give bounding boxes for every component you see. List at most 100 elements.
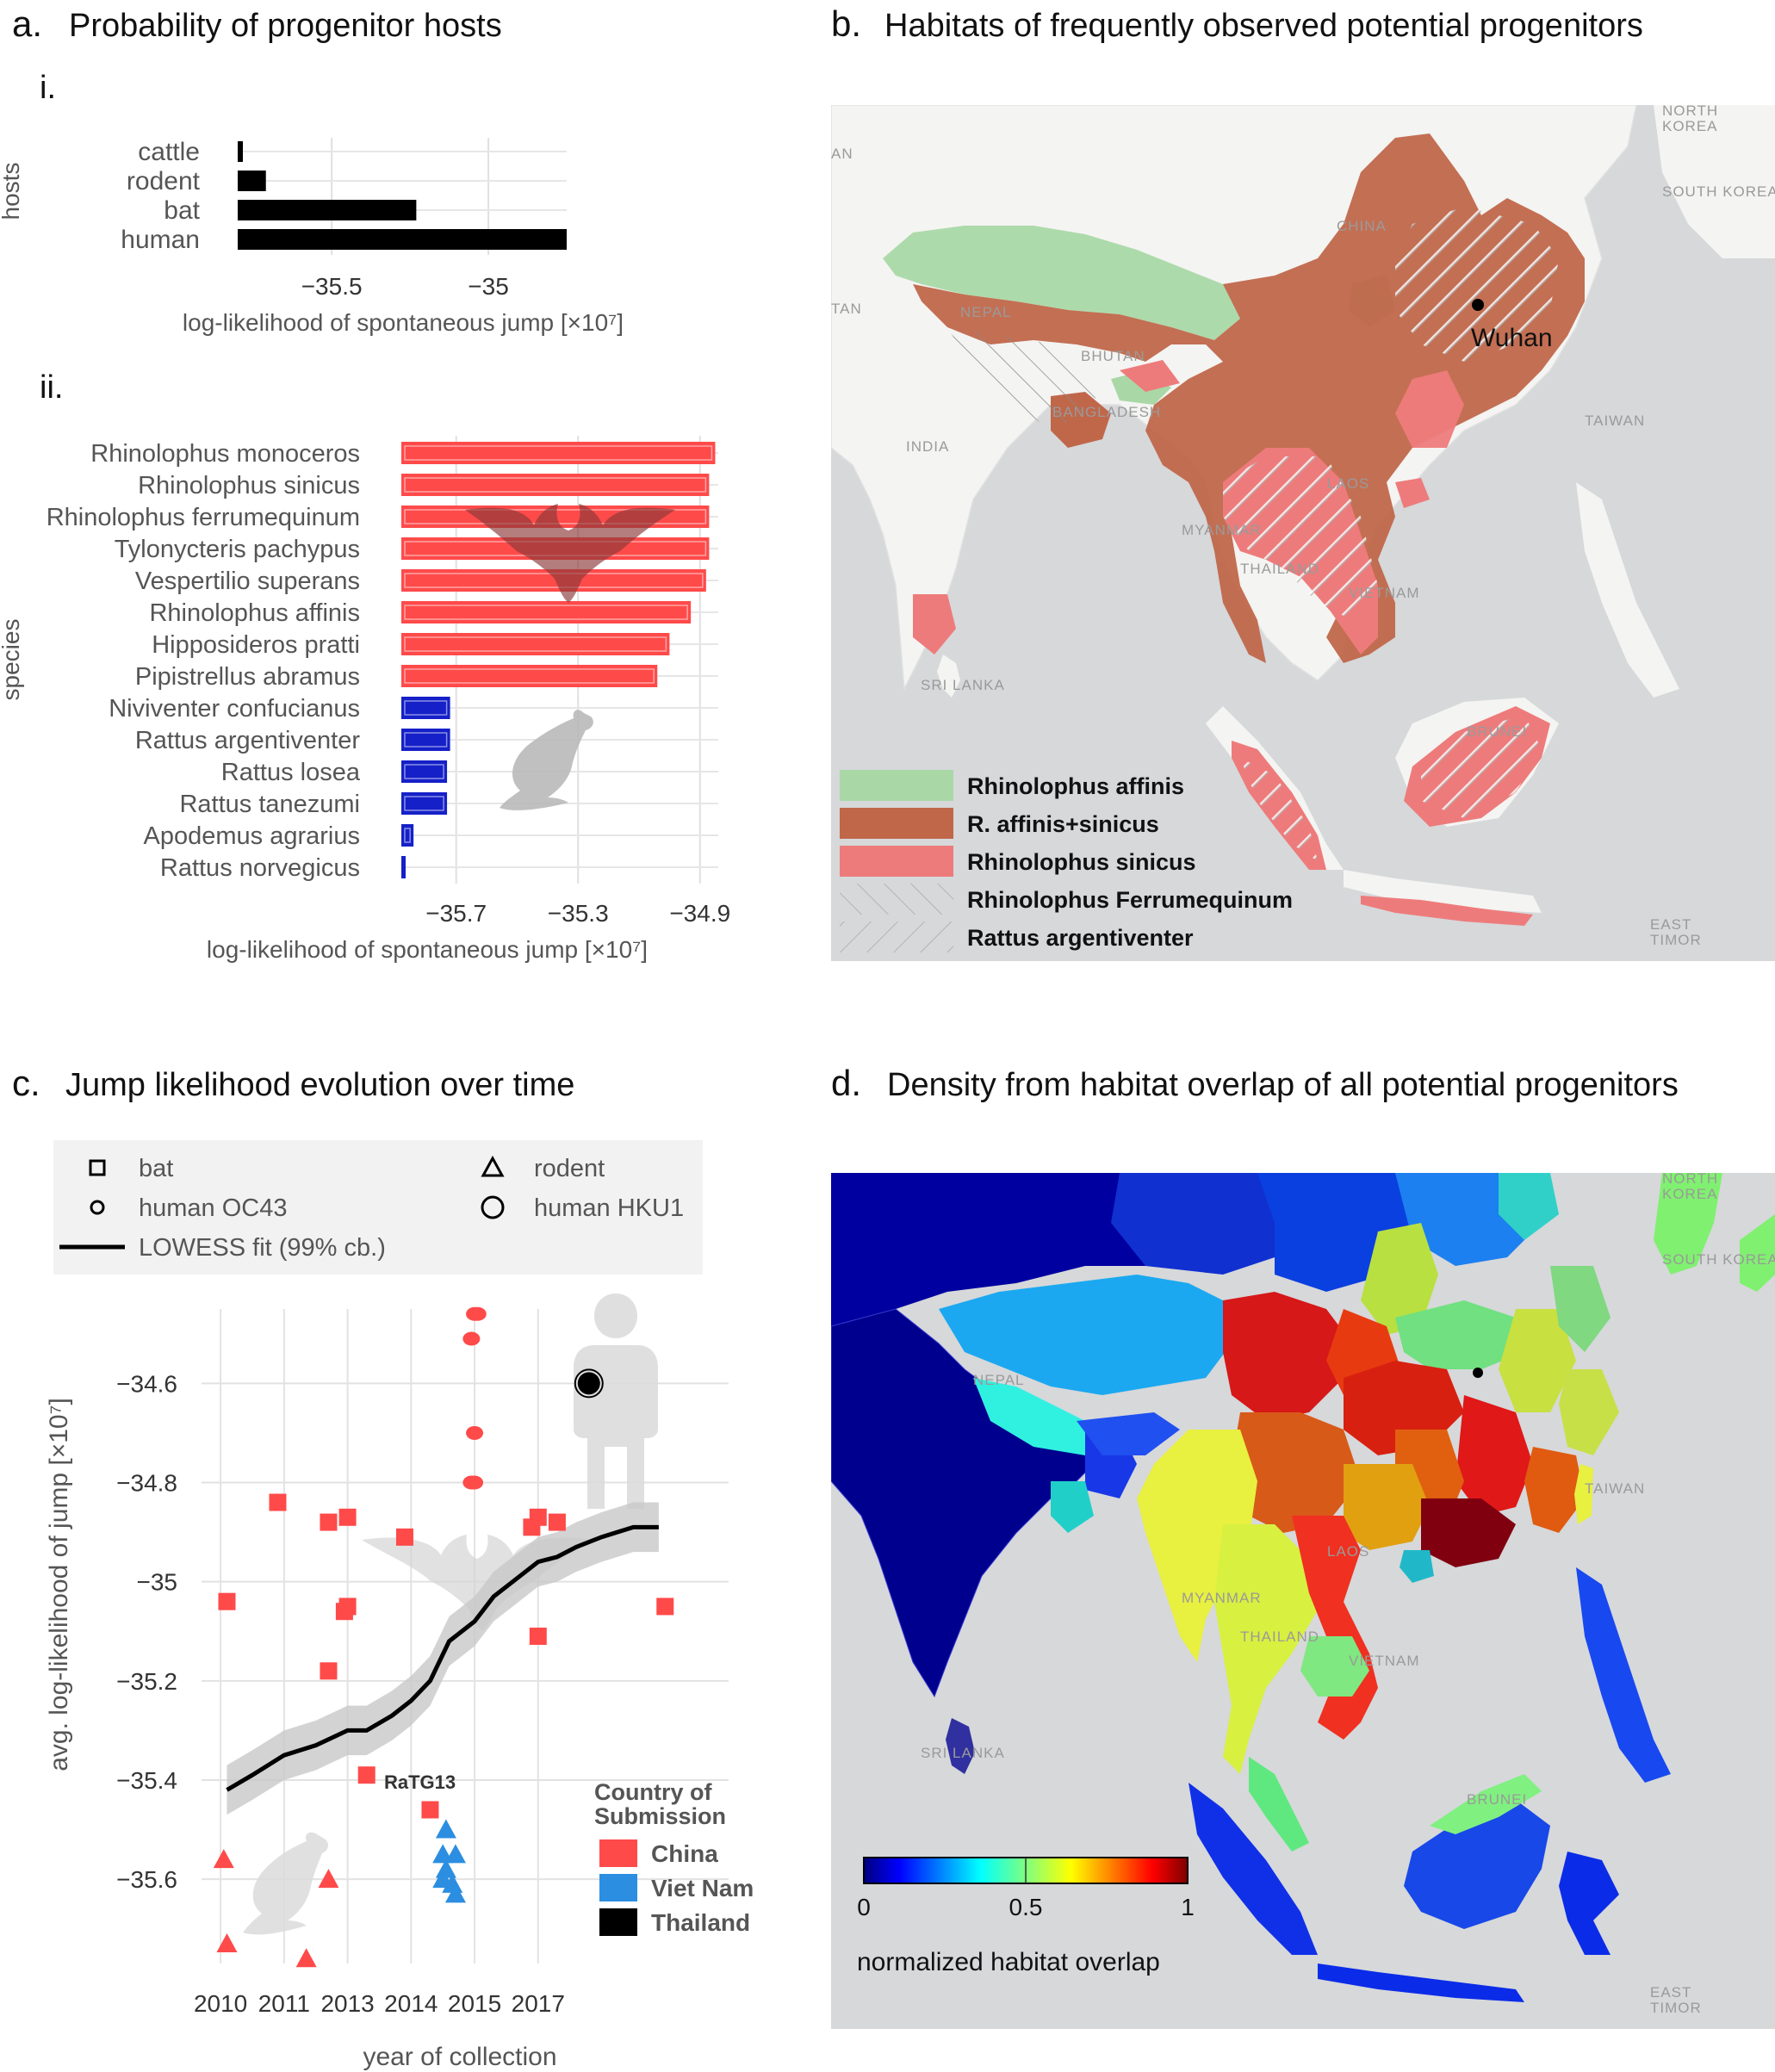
y-tick-c: −35.4 <box>116 1767 177 1794</box>
point-bat <box>320 1662 338 1680</box>
point-bat <box>320 1513 338 1531</box>
y-tick-c: −35.2 <box>116 1668 177 1695</box>
map-d-region-korea <box>1654 1173 1722 1275</box>
map-b-land-srilanka <box>937 654 960 698</box>
category-label-rhinolophus-sinicus: Rhinolophus sinicus <box>138 472 360 499</box>
bar-human <box>238 229 567 250</box>
bars-a-ii <box>401 442 716 878</box>
map-d-label-myanmar: MYANMAR <box>1182 1590 1262 1606</box>
region-r-affinis <box>883 226 1240 340</box>
bar-pipistrellus-abramus <box>401 665 658 687</box>
map-b-label-north: NORTH <box>1662 102 1718 119</box>
map-d-label-east: EAST <box>1650 1984 1691 2001</box>
bar-rattus-tanezumi <box>401 792 448 815</box>
point-rodent <box>444 1844 466 1864</box>
point-bat <box>395 1528 413 1546</box>
map-d-region-sumatra <box>1189 1783 1318 1955</box>
country-swatch-thailand <box>599 1908 637 1936</box>
point-rodent <box>444 1883 466 1903</box>
ratg13-annotation: RaTG13 <box>384 1771 456 1793</box>
bar-bat <box>238 200 417 220</box>
panel-a-letter: a. <box>12 3 42 44</box>
bar-rodent <box>238 171 266 191</box>
point-bat <box>529 1508 547 1526</box>
map-b-label-nepal: NEPAL <box>960 304 1012 320</box>
map-d-region-sichuan <box>1223 1292 1352 1421</box>
legend-marker-hku1 <box>481 1195 505 1219</box>
legend-label-r-affinis-sinicus: R. affinis+sinicus <box>967 811 1159 837</box>
legend-swatch-rattus-argentiventer <box>840 921 953 952</box>
map-d-region-zhejiang <box>1559 1369 1619 1455</box>
map-d-region-philippines <box>1576 1567 1671 1783</box>
map-b-label-south-korea: SOUTH KOREA <box>1662 183 1775 200</box>
map-d-label-north: NORTH <box>1662 1170 1718 1187</box>
point-human-oc43 <box>469 1306 487 1321</box>
x-tick-a-i: −35.5 <box>301 273 363 300</box>
category-label-rhinolophus-ferrumequinum: Rhinolophus ferrumequinum <box>47 504 360 531</box>
hatch-argentiventer-china <box>1395 207 1559 362</box>
point-human-oc43 <box>462 1331 481 1346</box>
bar-rhinolophus-monoceros <box>401 442 716 464</box>
map-d-region-fujian <box>1524 1447 1585 1533</box>
map-d-region-bhutan-area <box>1077 1412 1180 1455</box>
bar-inner-rattus-losea <box>404 764 444 779</box>
point-human-hku1-ring <box>574 1368 604 1399</box>
colorbar-max: 1 <box>1181 1894 1195 1920</box>
legend-label-rattus-argentiventer: Rattus argentiventer <box>967 925 1194 951</box>
grid-a-ii <box>401 436 718 884</box>
tick-labels-c: 2010 2011 2013 2014 2015 2017 −34.6 −34.8 −35 −35… <box>116 1370 565 2017</box>
bar-inner-hipposideros-pratti <box>404 636 667 652</box>
colorbar-min: 0 <box>857 1894 871 1920</box>
map-d-region-north <box>831 1173 1206 1326</box>
map-b-land-korea <box>1654 105 1775 258</box>
legend-marker-rodent <box>481 1155 505 1177</box>
map-b-label-india: INDIA <box>906 438 949 455</box>
bat-silhouette <box>465 504 675 603</box>
country-legend-title-1: Country of <box>594 1779 712 1805</box>
map-d-label-nepal: NEPAL <box>973 1372 1025 1388</box>
panel-b-heading: Habitats of frequently observed potentia… <box>884 8 1643 44</box>
category-label-bat: bat <box>164 196 200 225</box>
x-axis-label-c: year of collection <box>363 2043 556 2071</box>
map-b-label-thailand: THAILAND <box>1240 561 1319 577</box>
category-label-cattle: cattle <box>138 138 200 166</box>
map-d-region-tibet <box>939 1275 1232 1395</box>
y-axis-label-a-ii: species <box>0 619 24 701</box>
bar-hipposideros-pratti <box>401 633 670 655</box>
subtitle-ii: ii. <box>40 369 63 406</box>
map-d-region-anhui <box>1499 1309 1576 1412</box>
map-b-label-korea: KOREA <box>1662 118 1718 134</box>
legend-label-rodent: rodent <box>534 1155 605 1182</box>
point-bat <box>218 1592 236 1610</box>
x-tick-c: 2014 <box>384 1990 438 2017</box>
map-b-label-east: EAST <box>1650 916 1691 933</box>
bar-inner-rhinolophus-monoceros <box>404 445 713 461</box>
map-b-label-an: AN <box>831 146 853 162</box>
map-d-label-laos: LAOS <box>1327 1543 1369 1560</box>
legend-label-rhinolophus-affinis: Rhinolophus affinis <box>967 773 1184 799</box>
bar-inner-apodemus-agrarius <box>404 828 411 843</box>
bar-inner-pipistrellus-abramus <box>404 668 655 684</box>
category-label-rattus-tanezumi: Rattus tanezumi <box>179 791 360 818</box>
region-r-sinicus <box>1395 370 1464 448</box>
chart-a-ii: ii. Rhinolophus monoceros Rhinolophus sin… <box>0 369 730 963</box>
point-rodent <box>435 1819 456 1839</box>
wuhan-marker <box>1472 299 1484 311</box>
category-label-rattus-argentiventer: Rattus argentiventer <box>135 727 360 754</box>
y-tick-c: −35.6 <box>116 1866 177 1893</box>
map-d-region-japan <box>1740 1214 1775 1292</box>
country-legend-title-2: Submission <box>594 1803 726 1829</box>
y-tick-c: −34.6 <box>116 1370 177 1397</box>
legend-label-human-hku1: human HKU1 <box>534 1194 684 1222</box>
y-tick-c: −34.8 <box>116 1470 177 1497</box>
point-bat <box>656 1597 674 1616</box>
point-bat <box>421 1801 439 1819</box>
category-label-human: human <box>121 226 200 254</box>
panel-c-heading: Jump likelihood evolution over time <box>65 1067 574 1103</box>
map-b-label-china: CHINA <box>1337 218 1387 234</box>
